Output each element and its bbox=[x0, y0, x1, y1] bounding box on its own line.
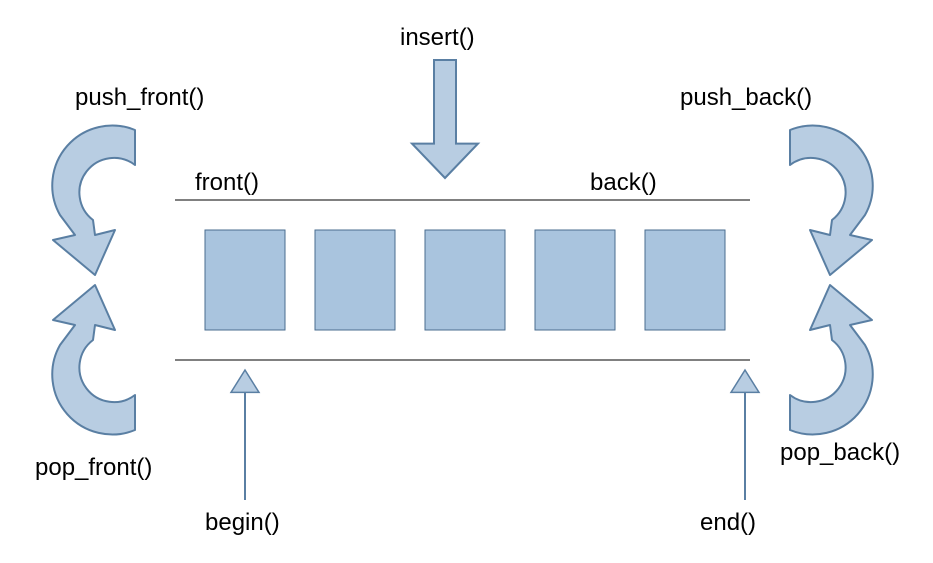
pop-front-curved-arrow bbox=[52, 285, 135, 434]
deque-boxes bbox=[205, 230, 725, 330]
deque-diagram: push_front() insert() push_back() front(… bbox=[0, 0, 933, 563]
label-end: end() bbox=[700, 509, 756, 536]
label-push-back: push_back() bbox=[680, 84, 812, 111]
end-arrow-head bbox=[731, 370, 759, 392]
insert-arrow bbox=[412, 60, 478, 178]
label-pop-back: pop_back() bbox=[780, 439, 900, 466]
deque-box bbox=[425, 230, 505, 330]
label-begin: begin() bbox=[205, 509, 280, 536]
deque-box bbox=[315, 230, 395, 330]
push-back-curved-arrow bbox=[790, 126, 873, 275]
label-front: front() bbox=[195, 169, 259, 196]
label-push-front: push_front() bbox=[75, 84, 204, 111]
label-insert: insert() bbox=[400, 24, 475, 51]
push-front-curved-arrow bbox=[52, 126, 135, 275]
deque-box bbox=[205, 230, 285, 330]
pop-back-curved-arrow bbox=[790, 285, 873, 434]
deque-box bbox=[535, 230, 615, 330]
label-back: back() bbox=[590, 169, 657, 196]
label-pop-front: pop_front() bbox=[35, 454, 152, 481]
deque-box bbox=[645, 230, 725, 330]
begin-arrow-head bbox=[231, 370, 259, 392]
